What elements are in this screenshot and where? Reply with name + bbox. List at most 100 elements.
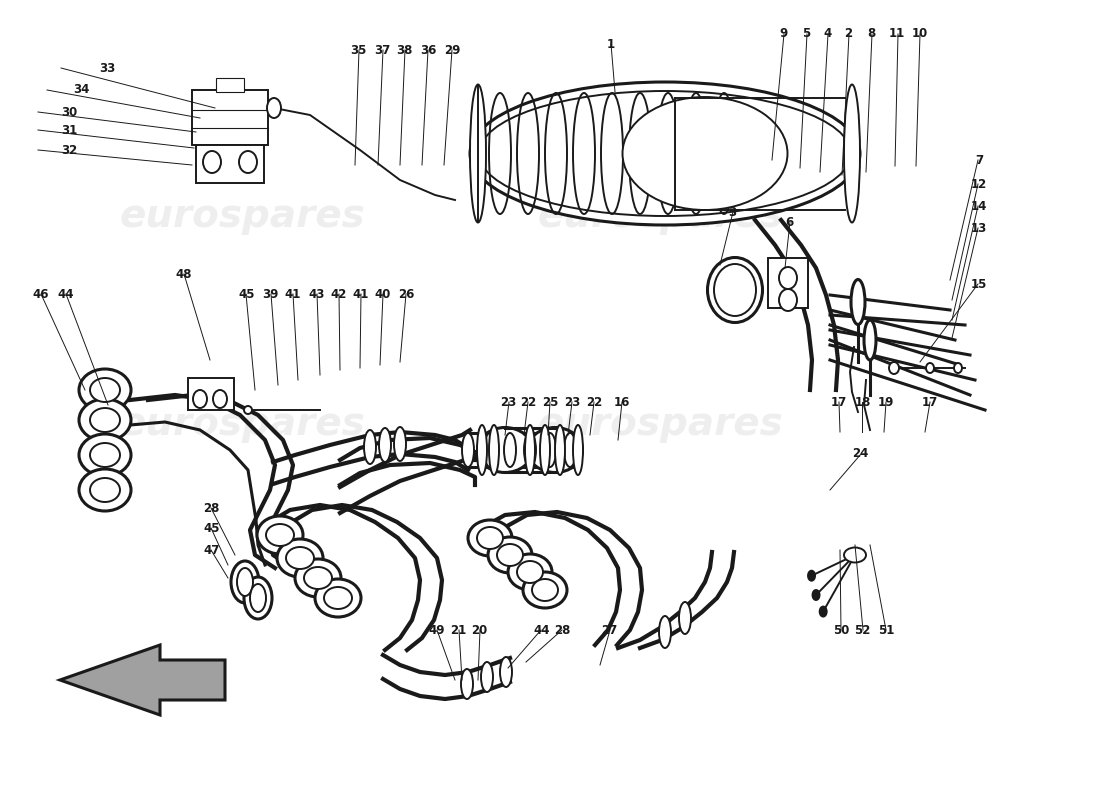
Text: 22: 22: [520, 396, 536, 409]
Ellipse shape: [851, 279, 865, 325]
Text: 47: 47: [204, 544, 219, 557]
Text: 33: 33: [100, 62, 116, 74]
Ellipse shape: [525, 425, 535, 475]
Ellipse shape: [257, 516, 303, 554]
Text: 11: 11: [889, 27, 904, 40]
Text: 36: 36: [420, 44, 436, 57]
Text: 39: 39: [263, 288, 278, 301]
Ellipse shape: [79, 434, 131, 476]
Text: 34: 34: [74, 83, 89, 96]
Ellipse shape: [623, 97, 788, 210]
Text: 5: 5: [802, 27, 811, 40]
Text: 8: 8: [867, 27, 876, 40]
Text: 44: 44: [57, 288, 75, 301]
Text: 22: 22: [586, 396, 602, 409]
Text: 7: 7: [975, 154, 983, 166]
Text: 42: 42: [331, 288, 346, 301]
Text: 28: 28: [204, 502, 219, 514]
Ellipse shape: [236, 568, 253, 596]
Text: eurospares: eurospares: [537, 405, 783, 443]
Text: 24: 24: [852, 447, 868, 460]
Ellipse shape: [90, 443, 120, 467]
Ellipse shape: [779, 267, 798, 289]
FancyBboxPatch shape: [196, 145, 264, 183]
Ellipse shape: [714, 264, 756, 316]
Ellipse shape: [468, 520, 512, 556]
Text: 27: 27: [602, 624, 617, 637]
Ellipse shape: [779, 289, 798, 311]
Ellipse shape: [813, 590, 820, 600]
Ellipse shape: [820, 606, 827, 617]
Ellipse shape: [315, 579, 361, 617]
Ellipse shape: [379, 428, 390, 462]
Ellipse shape: [844, 547, 866, 562]
Ellipse shape: [462, 433, 474, 467]
Ellipse shape: [295, 559, 341, 597]
Ellipse shape: [522, 572, 566, 608]
Text: 14: 14: [971, 200, 987, 213]
Ellipse shape: [488, 537, 532, 573]
Ellipse shape: [192, 390, 207, 408]
Text: 46: 46: [32, 288, 48, 301]
Ellipse shape: [477, 527, 503, 549]
Ellipse shape: [573, 425, 583, 475]
Ellipse shape: [90, 478, 120, 502]
Ellipse shape: [517, 561, 543, 583]
Ellipse shape: [508, 554, 552, 590]
Ellipse shape: [277, 539, 323, 577]
Ellipse shape: [79, 469, 131, 511]
Text: 9: 9: [779, 27, 788, 40]
FancyBboxPatch shape: [192, 90, 268, 145]
Ellipse shape: [79, 369, 131, 411]
Text: 18: 18: [855, 396, 870, 409]
Ellipse shape: [500, 657, 512, 687]
Text: 16: 16: [614, 396, 629, 409]
Ellipse shape: [864, 320, 876, 360]
Text: 41: 41: [285, 288, 300, 301]
Text: 19: 19: [878, 396, 893, 409]
Text: 51: 51: [879, 624, 894, 637]
Text: 21: 21: [451, 624, 466, 637]
Text: 3: 3: [728, 206, 737, 218]
Text: 44: 44: [534, 624, 550, 637]
Ellipse shape: [477, 425, 487, 475]
Ellipse shape: [659, 616, 671, 648]
Ellipse shape: [239, 151, 257, 173]
Text: 45: 45: [204, 522, 220, 534]
Ellipse shape: [213, 390, 227, 408]
FancyBboxPatch shape: [216, 78, 244, 92]
Ellipse shape: [481, 662, 493, 692]
Ellipse shape: [544, 433, 556, 467]
Text: 1: 1: [606, 38, 615, 50]
Ellipse shape: [470, 85, 486, 222]
Ellipse shape: [266, 524, 294, 546]
Text: 17: 17: [922, 396, 937, 409]
Ellipse shape: [364, 430, 376, 464]
Text: 38: 38: [397, 44, 412, 57]
Text: 15: 15: [971, 278, 987, 290]
Text: 2: 2: [844, 27, 852, 40]
Text: 12: 12: [971, 178, 987, 190]
Ellipse shape: [231, 561, 258, 603]
Text: 17: 17: [832, 396, 847, 409]
Text: 41: 41: [353, 288, 369, 301]
Ellipse shape: [461, 669, 473, 699]
Ellipse shape: [679, 602, 691, 634]
Text: eurospares: eurospares: [537, 197, 783, 235]
Text: 31: 31: [62, 124, 77, 137]
Text: 10: 10: [912, 27, 927, 40]
Text: 52: 52: [855, 624, 870, 637]
Ellipse shape: [926, 363, 934, 373]
Ellipse shape: [954, 363, 962, 373]
Ellipse shape: [286, 547, 313, 569]
Ellipse shape: [90, 408, 120, 432]
Text: 29: 29: [444, 44, 460, 57]
Ellipse shape: [497, 544, 522, 566]
Ellipse shape: [808, 570, 815, 581]
Ellipse shape: [556, 425, 565, 475]
Text: 50: 50: [834, 624, 849, 637]
Text: 40: 40: [375, 288, 390, 301]
Ellipse shape: [244, 577, 272, 619]
Text: 20: 20: [472, 624, 487, 637]
Ellipse shape: [324, 587, 352, 609]
